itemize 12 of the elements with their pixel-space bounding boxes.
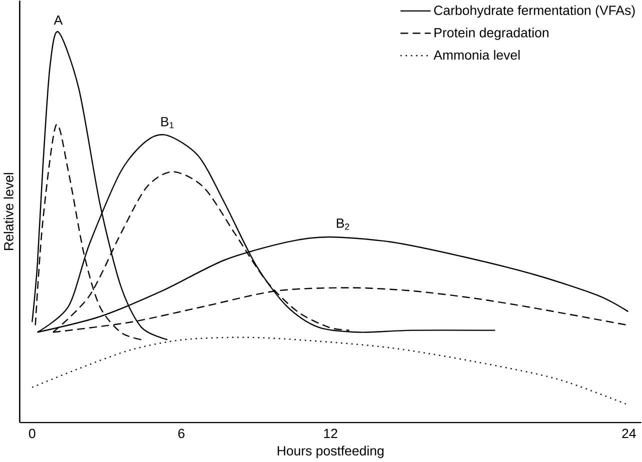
annotation: A bbox=[54, 16, 63, 25]
x-tick-label: 6 bbox=[178, 428, 184, 438]
legend-label: Protein degradation bbox=[434, 28, 548, 40]
x-tick-label: 12 bbox=[324, 428, 338, 438]
x-tick-label: 0 bbox=[28, 428, 36, 438]
legend-label: Ammonia level bbox=[434, 50, 520, 60]
x-axis-title: Hours postfeeding bbox=[278, 446, 384, 458]
x-tick-label: 24 bbox=[622, 428, 636, 438]
annotation: B$_{2}$ bbox=[336, 218, 350, 230]
y-axis-title: Relative level bbox=[4, 173, 14, 250]
annotation: B$_{1}$ bbox=[161, 117, 174, 128]
legend-label: Carbohydrate fermentation (VFAs) bbox=[434, 5, 635, 18]
